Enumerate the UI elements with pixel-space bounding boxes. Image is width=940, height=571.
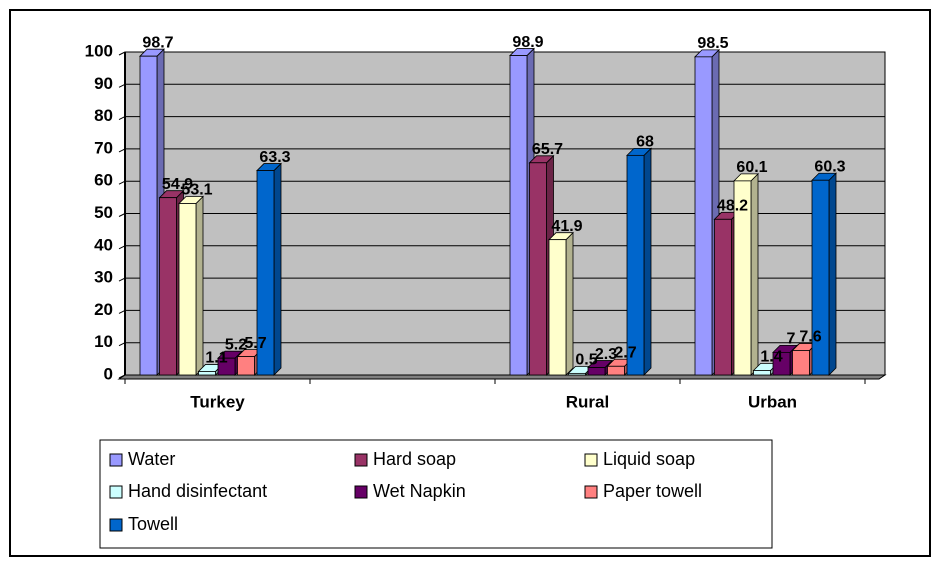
data-label: 63.3 [259, 149, 290, 166]
x-tick-label: Urban [748, 392, 797, 411]
legend-swatch [109, 485, 123, 499]
bar [753, 370, 771, 376]
legend-label: Wet Napkin [373, 481, 466, 501]
data-label: 1.1 [205, 350, 227, 367]
data-label: 54.9 [162, 176, 193, 193]
y-tick-label: 100 [85, 41, 113, 60]
data-label: 2.7 [614, 344, 636, 361]
data-label: 7.6 [799, 329, 821, 346]
x-tick-label: Turkey [190, 392, 245, 411]
bar [217, 357, 236, 376]
bar [772, 351, 791, 376]
data-label: 1.4 [760, 349, 782, 366]
bar [198, 371, 216, 376]
bar [568, 372, 586, 376]
legend-label: Paper towell [603, 481, 702, 501]
bar [792, 350, 810, 376]
legend-swatch [354, 453, 368, 467]
legend-label: Water [128, 449, 175, 469]
bar [237, 356, 255, 376]
y-tick-label: 50 [94, 203, 113, 222]
bar [587, 367, 606, 376]
legend-swatch [584, 485, 598, 499]
bar [811, 179, 830, 376]
bar [714, 218, 732, 376]
legend-box [99, 439, 773, 549]
data-label: 0.5 [575, 352, 597, 369]
bar [178, 203, 197, 376]
legend-swatch [354, 485, 368, 499]
data-label: 60.1 [736, 159, 767, 176]
data-label: 41.9 [551, 218, 582, 235]
bar [733, 180, 752, 376]
data-label: 65.7 [532, 141, 563, 158]
y-tick-label: 10 [94, 332, 113, 351]
data-label: 68 [636, 134, 654, 151]
bar-side [750, 172, 759, 376]
y-tick-label: 80 [94, 106, 113, 125]
data-label: 98.7 [142, 34, 173, 51]
data-label: 7 [787, 331, 796, 348]
legend-label: Hand disinfectant [128, 481, 267, 501]
legend-label: Hard soap [373, 449, 456, 469]
bar-side [195, 195, 204, 376]
y-tick-label: 0 [104, 364, 113, 383]
bar [626, 154, 645, 376]
bar [694, 56, 713, 376]
legend-swatch [109, 518, 123, 532]
bar-side [643, 147, 652, 376]
y-tick-label: 20 [94, 300, 113, 319]
bar [256, 170, 275, 376]
y-tick-label: 30 [94, 268, 113, 287]
data-label: 98.9 [512, 34, 543, 51]
data-label: 5.2 [225, 336, 247, 353]
bar-side [565, 231, 574, 376]
y-tick-label: 70 [94, 138, 113, 157]
data-label: 48.2 [717, 198, 748, 215]
y-tick-label: 40 [94, 235, 113, 254]
legend-label: Liquid soap [603, 449, 695, 469]
data-label: 98.5 [697, 35, 728, 52]
bar [509, 55, 528, 376]
legend-label: Towell [128, 514, 178, 534]
legend-swatch [109, 453, 123, 467]
tick-mark [118, 374, 126, 379]
data-label: 53.1 [181, 182, 212, 199]
y-tick-label: 90 [94, 74, 113, 93]
data-label: 2.3 [595, 346, 617, 363]
y-tick-label: 60 [94, 171, 113, 190]
bar [607, 365, 625, 376]
data-label: 5.7 [244, 335, 266, 352]
bar [548, 239, 567, 376]
bar-side [273, 162, 282, 376]
bar [159, 197, 177, 376]
bar-side [828, 172, 837, 376]
legend-swatch [584, 453, 598, 467]
data-label: 60.3 [814, 158, 845, 175]
bar [139, 55, 158, 376]
bar [529, 162, 547, 376]
x-tick-label: Rural [566, 392, 609, 411]
